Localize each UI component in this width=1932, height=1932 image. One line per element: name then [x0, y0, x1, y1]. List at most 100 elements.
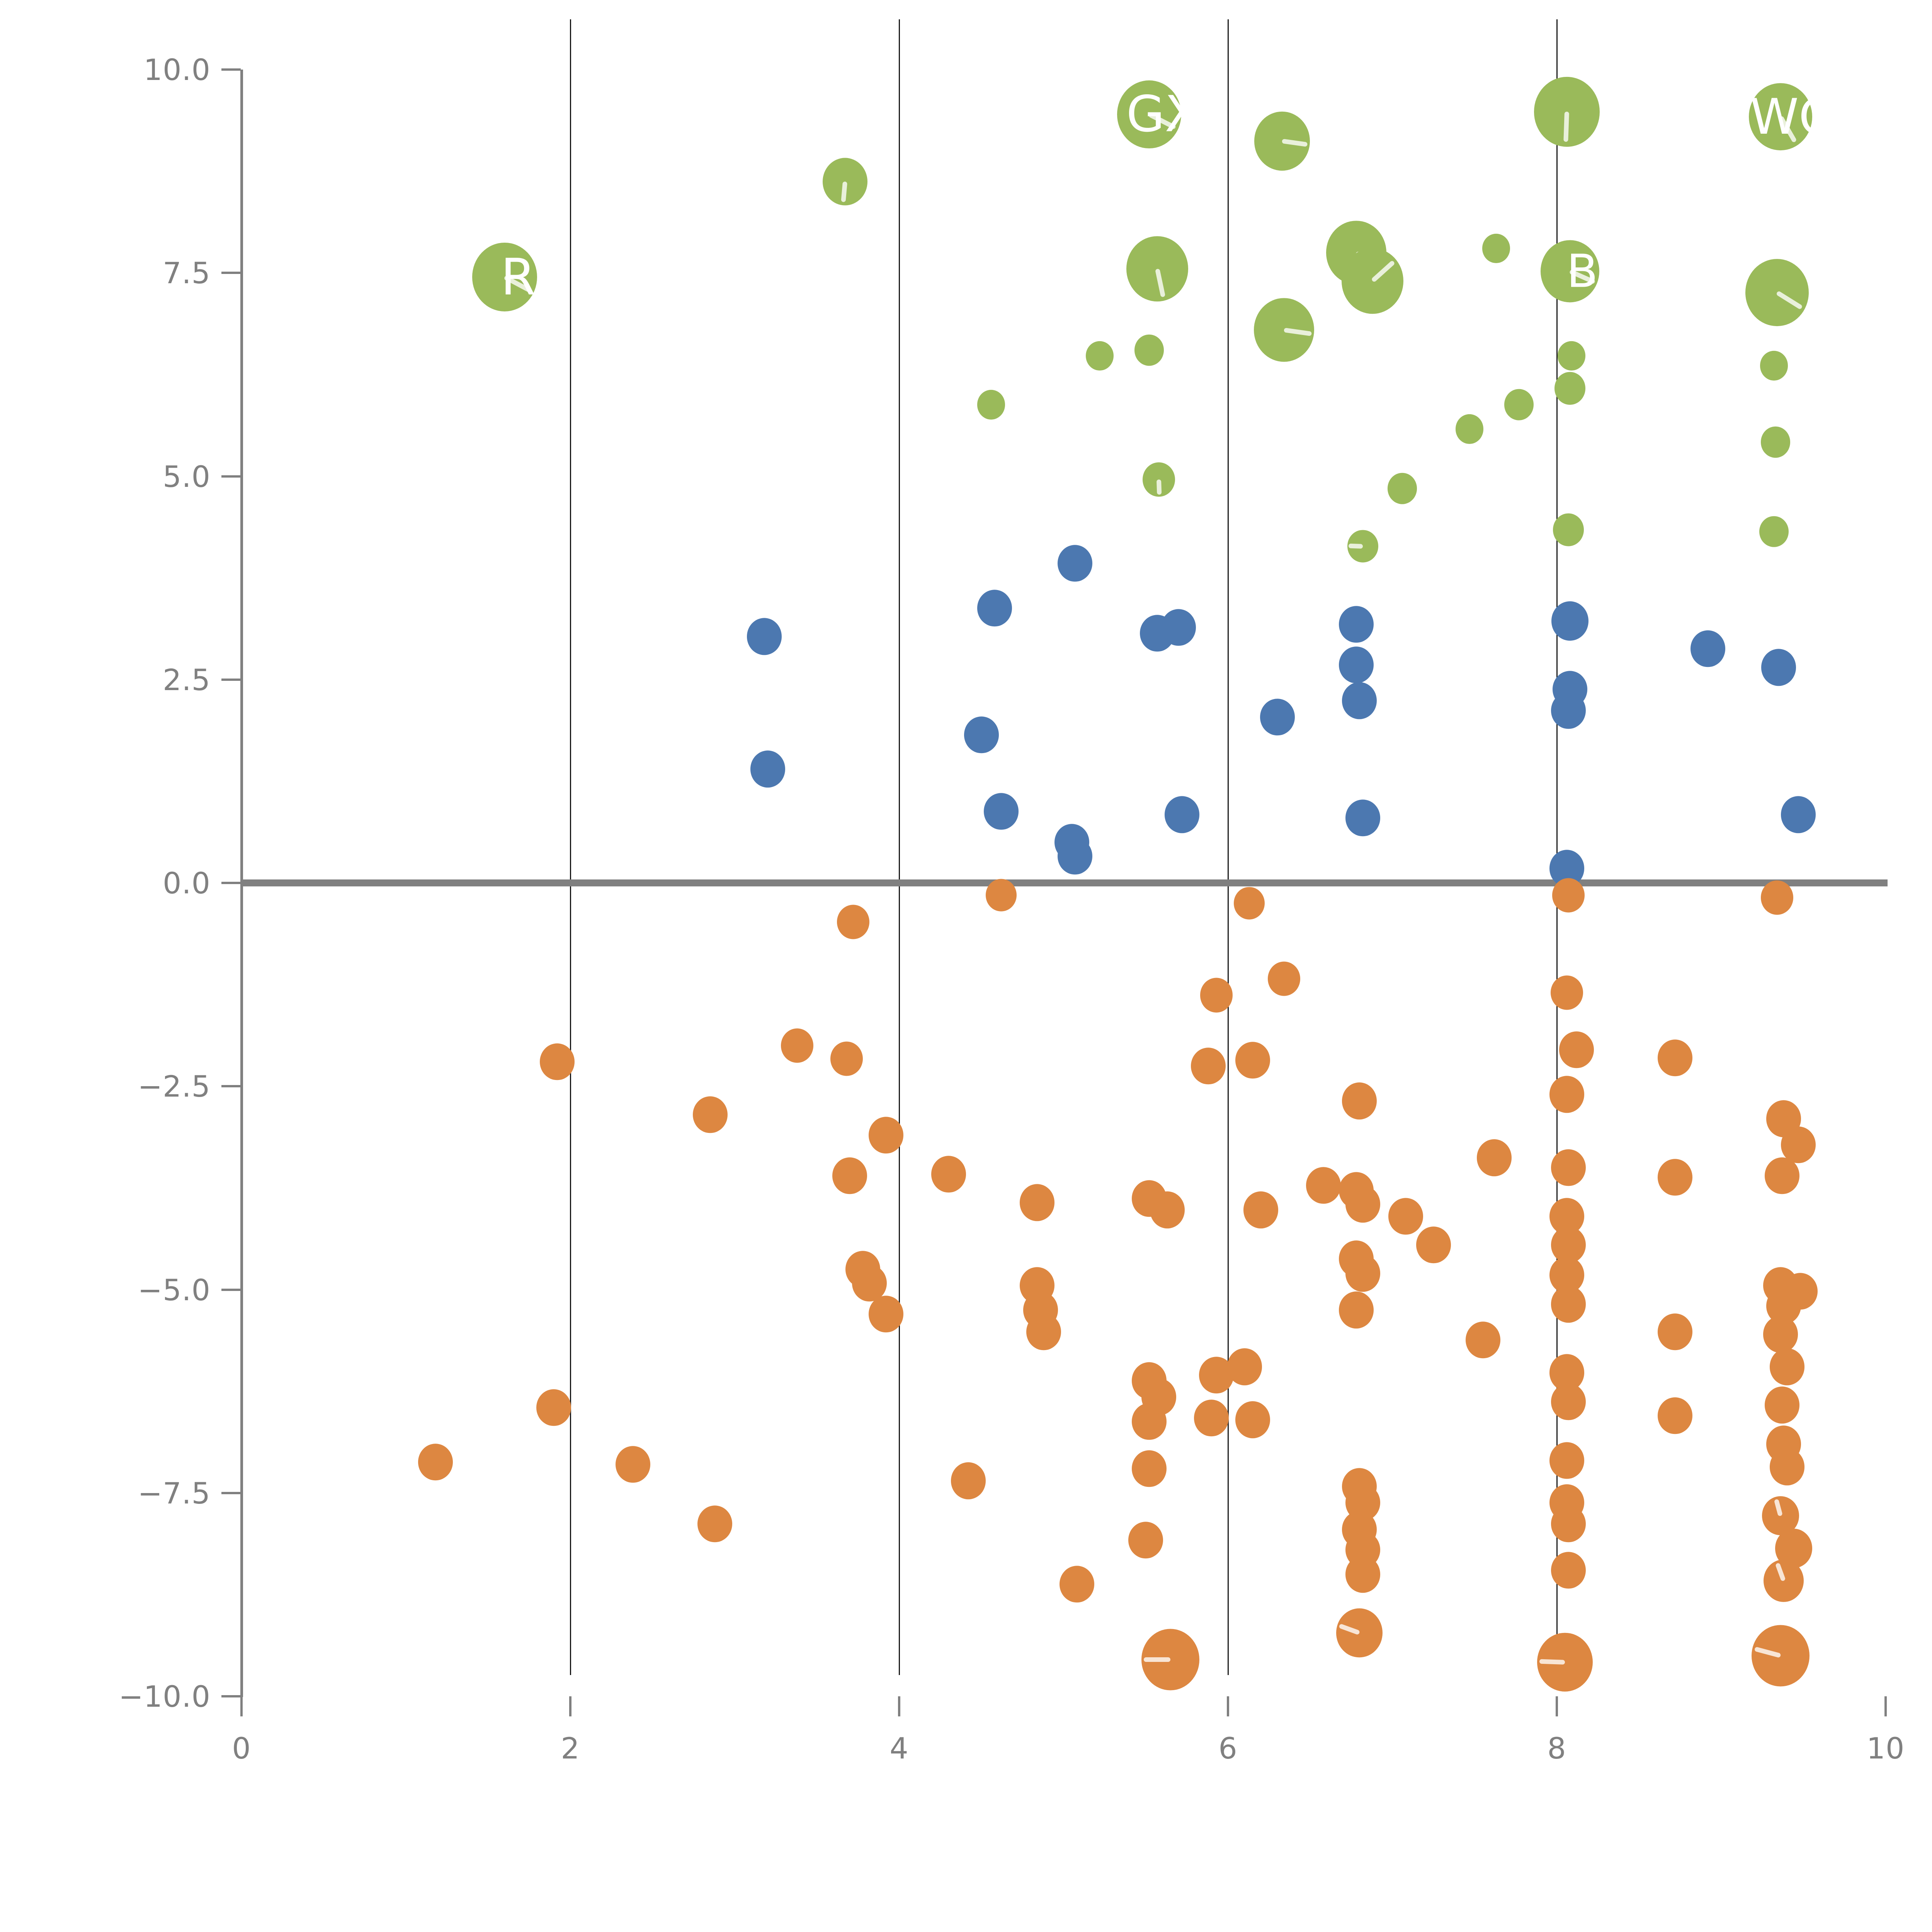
scatter-point-orange-6[interactable]: [1267, 961, 1300, 996]
scatter-point-orange-82[interactable]: [1551, 1505, 1586, 1543]
scatter-point-green-17[interactable]: [1760, 351, 1788, 381]
scatter-point-orange-36[interactable]: [1416, 1226, 1451, 1264]
scatter-point-green-19[interactable]: [1456, 414, 1484, 444]
scatter-point-orange-52[interactable]: [1465, 1321, 1500, 1359]
scatter-point-blue-21[interactable]: [1058, 837, 1093, 875]
scatter-point-blue-13[interactable]: [1260, 698, 1295, 736]
scatter-point-orange-60[interactable]: [1769, 1348, 1804, 1386]
scatter-point-blue-6[interactable]: [747, 618, 782, 655]
scatter-point-green-25[interactable]: [1759, 516, 1789, 547]
scatter-point-blue-11[interactable]: [1342, 682, 1377, 719]
scatter-point-orange-21[interactable]: [1781, 1126, 1816, 1163]
scatter-point-orange-8[interactable]: [539, 1043, 575, 1080]
scatter-point-orange-69[interactable]: [615, 1446, 650, 1483]
scatter-point-orange-10[interactable]: [830, 1041, 863, 1076]
scatter-point-blue-1[interactable]: [977, 589, 1012, 627]
x-tick-label-0: 0: [232, 1731, 251, 1765]
scatter-point-orange-71[interactable]: [1131, 1450, 1167, 1487]
scatter-point-orange-66[interactable]: [1764, 1386, 1799, 1424]
scatter-point-orange-53[interactable]: [1658, 1313, 1693, 1350]
scatter-point-orange-58[interactable]: [1227, 1348, 1262, 1386]
scatter-point-blue-15[interactable]: [750, 750, 785, 787]
scatter-point-orange-20[interactable]: [1477, 1139, 1512, 1177]
scatter-point-orange-11[interactable]: [1190, 1047, 1226, 1085]
scatter-point-orange-48[interactable]: [1338, 1291, 1374, 1328]
scatter-point-orange-13[interactable]: [1559, 1031, 1594, 1068]
scatter-point-blue-18[interactable]: [1345, 799, 1380, 837]
scatter-point-orange-3[interactable]: [1761, 880, 1794, 915]
scatter-point-orange-24[interactable]: [1658, 1159, 1693, 1196]
scatter-point-orange-27[interactable]: [1020, 1184, 1055, 1221]
scatter-point-orange-29[interactable]: [1150, 1191, 1185, 1228]
scatter-point-blue-3[interactable]: [1551, 601, 1589, 641]
scatter-point-orange-62[interactable]: [1194, 1400, 1229, 1437]
scatter-point-blue-7[interactable]: [1690, 630, 1726, 667]
scatter-point-orange-15[interactable]: [692, 1096, 728, 1133]
scatter-point-orange-19[interactable]: [868, 1116, 903, 1154]
scatter-point-blue-17[interactable]: [1164, 796, 1199, 833]
scatter-point-orange-39[interactable]: [852, 1264, 887, 1302]
scatter-point-orange-49[interactable]: [1551, 1286, 1586, 1323]
scatter-point-orange-9[interactable]: [781, 1028, 814, 1063]
scatter-point-orange-17[interactable]: [1549, 1076, 1584, 1113]
scatter-point-blue-12[interactable]: [1551, 692, 1586, 729]
scatter-point-orange-70[interactable]: [951, 1462, 986, 1499]
scatter-point-orange-30[interactable]: [1243, 1191, 1279, 1228]
scatter-point-orange-14[interactable]: [1658, 1039, 1693, 1077]
scatter-point-green-21[interactable]: [1760, 426, 1790, 458]
scatter-point-orange-88[interactable]: [1764, 1559, 1804, 1602]
scatter-point-orange-85[interactable]: [1059, 1565, 1094, 1603]
scatter-point-green-15[interactable]: [1558, 341, 1586, 371]
scatter-point-green-16[interactable]: [1554, 372, 1586, 405]
scatter-point-orange-22[interactable]: [832, 1157, 867, 1194]
scatter-point-orange-41[interactable]: [1345, 1255, 1380, 1292]
scatter-point-green-18[interactable]: [977, 390, 1005, 420]
scatter-point-orange-64[interactable]: [1551, 1383, 1586, 1420]
scatter-point-blue-19[interactable]: [1781, 796, 1816, 833]
scatter-point-orange-68[interactable]: [536, 1389, 571, 1426]
scatter-point-green-14[interactable]: [1134, 334, 1164, 366]
scatter-point-orange-0[interactable]: [985, 879, 1017, 912]
wedge-line-green-26: [1348, 543, 1363, 549]
scatter-point-blue-16[interactable]: [983, 793, 1019, 830]
scatter-point-orange-12[interactable]: [1235, 1042, 1270, 1079]
scatter-point-blue-14[interactable]: [964, 716, 999, 753]
scatter-point-green-23[interactable]: [1388, 473, 1417, 504]
scatter-point-orange-5[interactable]: [1200, 978, 1233, 1012]
scatter-point-orange-7[interactable]: [1550, 975, 1583, 1010]
scatter-point-blue-5[interactable]: [1161, 609, 1196, 646]
scatter-point-orange-63[interactable]: [1235, 1401, 1270, 1438]
scatter-point-orange-77[interactable]: [697, 1505, 733, 1543]
scatter-point-orange-89[interactable]: [1336, 1608, 1383, 1658]
scatter-point-orange-31[interactable]: [1306, 1167, 1341, 1204]
scatter-point-blue-8[interactable]: [1338, 646, 1374, 684]
scatter-point-orange-87[interactable]: [1551, 1552, 1586, 1589]
scatter-point-orange-51[interactable]: [1026, 1313, 1061, 1350]
scatter-point-orange-33[interactable]: [1345, 1185, 1380, 1223]
scatter-point-orange-23[interactable]: [931, 1155, 966, 1193]
scatter-point-green-10[interactable]: [1482, 233, 1510, 264]
scatter-point-green-20[interactable]: [1504, 389, 1534, 420]
scatter-point-green-13[interactable]: [1086, 341, 1114, 371]
scatter-point-blue-9[interactable]: [1761, 649, 1796, 686]
scatter-point-orange-34[interactable]: [1388, 1198, 1423, 1235]
scatter-point-orange-16[interactable]: [1342, 1082, 1377, 1119]
scatter-point-orange-25[interactable]: [1764, 1157, 1799, 1194]
scatter-point-orange-4[interactable]: [837, 905, 869, 939]
scatter-point-orange-45[interactable]: [868, 1295, 903, 1333]
scatter-point-orange-65[interactable]: [1658, 1397, 1693, 1434]
scatter-point-blue-2[interactable]: [1338, 605, 1374, 643]
scatter-point-orange-76[interactable]: [1769, 1448, 1804, 1486]
scatter-point-orange-74[interactable]: [1549, 1442, 1584, 1479]
scatter-point-orange-78[interactable]: [1128, 1522, 1163, 1559]
scatter-point-blue-0[interactable]: [1058, 545, 1093, 582]
scatter-point-orange-1[interactable]: [1234, 887, 1265, 920]
scatter-point-orange-26[interactable]: [1551, 1149, 1586, 1186]
scatter-point-orange-54[interactable]: [1763, 1316, 1798, 1353]
scatter-point-green-24[interactable]: [1553, 514, 1584, 546]
y-tick-label-0: 10.0: [143, 53, 211, 87]
scatter-point-orange-2[interactable]: [1552, 878, 1585, 913]
scatter-point-orange-86[interactable]: [1345, 1556, 1380, 1593]
scatter-point-orange-61[interactable]: [1131, 1403, 1167, 1440]
scatter-point-orange-67[interactable]: [418, 1444, 453, 1481]
